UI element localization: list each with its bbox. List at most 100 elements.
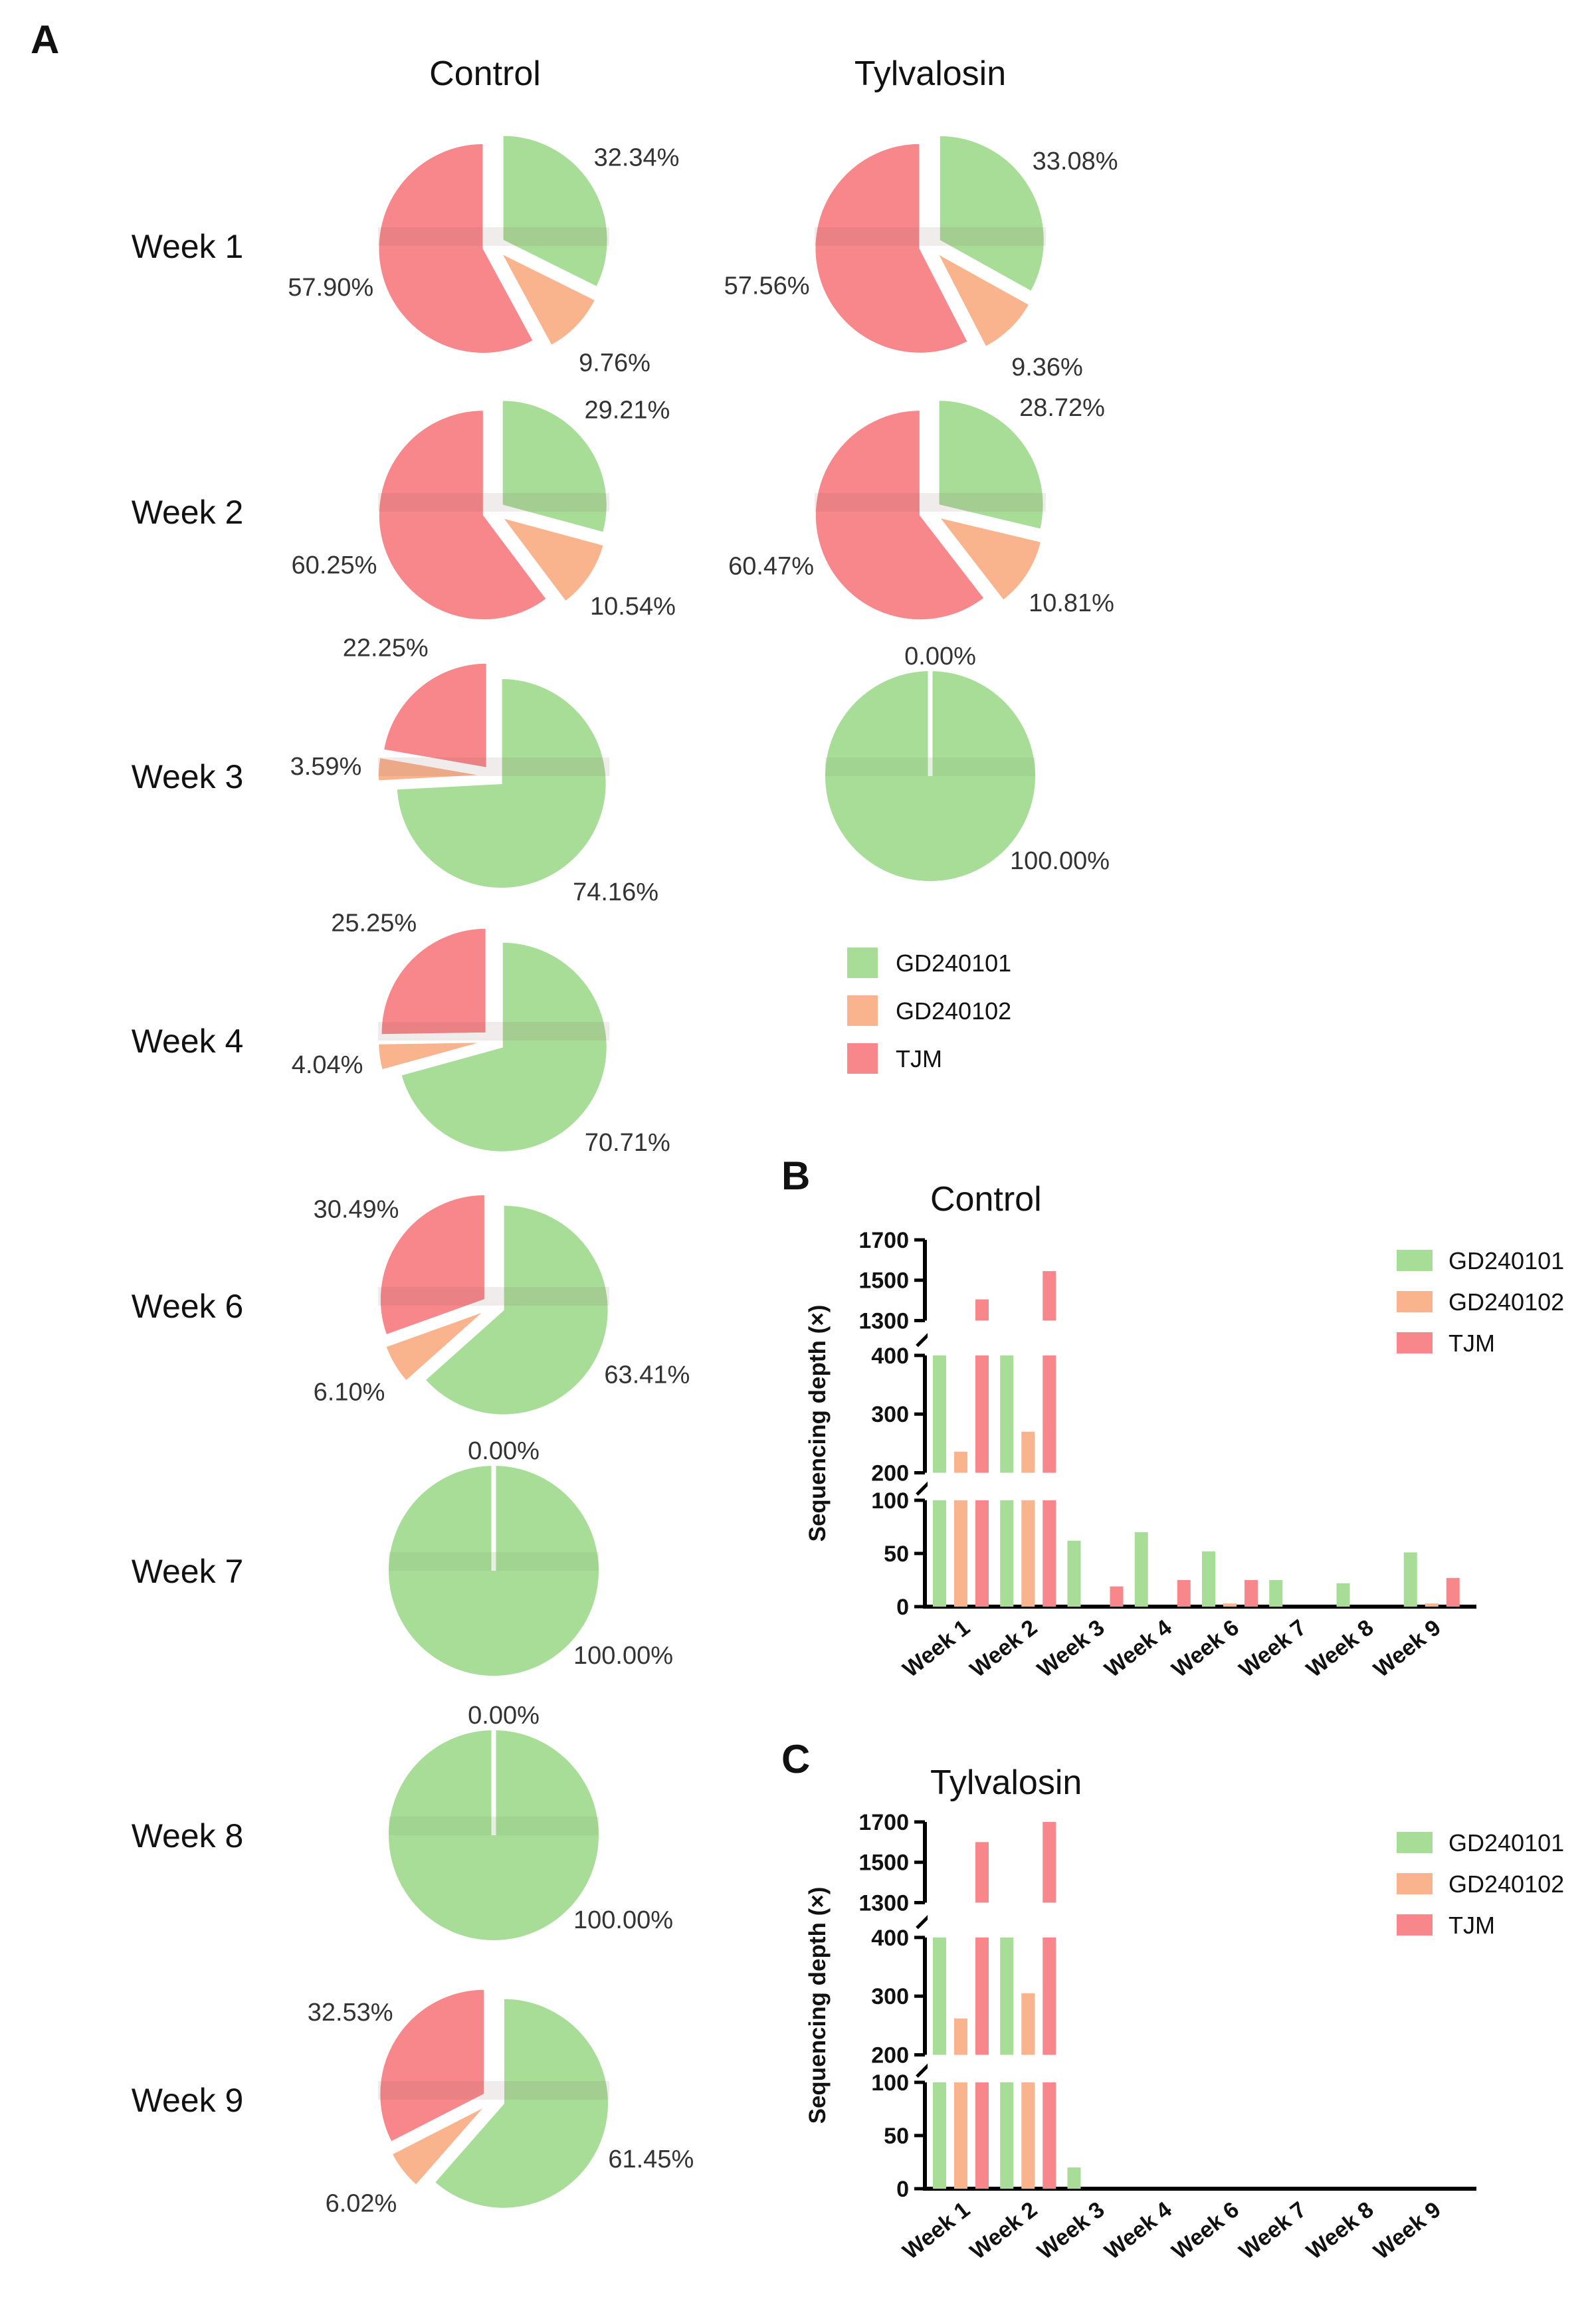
bar-legend-label: TJM (1448, 1912, 1495, 1939)
pie-slice-gd240102 (936, 252, 1031, 348)
pie-slice-gd240102 (391, 2105, 486, 2187)
pie-legend-label: TJM (896, 1045, 942, 1072)
bar-gd240102 (1021, 1993, 1035, 2055)
y-tick-label: 400 (871, 1926, 909, 1951)
x-tick-label: Week 7 (1235, 2197, 1311, 2264)
pie-chart: 63.41% 6.10% 30.49% (314, 1193, 690, 1416)
pie-shading-band (815, 493, 1046, 512)
pie-label-gd240101: 28.72% (1019, 394, 1105, 422)
pie-slice-gd240101 (424, 1204, 609, 1416)
pie-slice-tjm (379, 1193, 486, 1336)
pie-legend-swatch (847, 1043, 878, 1074)
pie-label-tjm: 60.25% (292, 551, 377, 579)
pie-chart: 100.00% 0.00% (825, 643, 1110, 881)
y-tick-label: 50 (884, 1542, 909, 1567)
pie-shading-band (378, 2081, 609, 2100)
bar-gd240102 (954, 2018, 967, 2055)
bar-gd240101 (1269, 1579, 1283, 1607)
pie-legend-label: GD240102 (896, 997, 1011, 1025)
pie-chart: 29.21% 10.54% 60.25% (292, 396, 676, 621)
bar-gd240101 (1336, 1583, 1350, 1607)
x-tick-label: Week 2 (965, 1615, 1042, 1682)
pie-label-gd240101: 100.00% (573, 1642, 673, 1670)
x-tick-label: Week 7 (1235, 1615, 1311, 1682)
bar-gd240102 (954, 1451, 967, 1473)
pie-label-gd240101: 63.41% (604, 1361, 690, 1389)
bar-gd240102 (1223, 1603, 1237, 1607)
pie-row-label: Week 3 (132, 758, 244, 795)
panel-label-c: C (781, 1737, 810, 1781)
pie-label-gd240102: 10.54% (590, 593, 676, 621)
pie-label-gd240101: 61.45% (608, 2146, 694, 2173)
bar-legend-label: GD240102 (1448, 1288, 1564, 1316)
x-tick-label: Week 3 (1033, 1615, 1109, 1682)
bar-tjm (1245, 1579, 1258, 1607)
pie-label-gd240101: 74.16% (573, 878, 658, 906)
bar-gd240101 (1134, 1532, 1148, 1607)
x-tick-label: Week 6 (1167, 2197, 1244, 2264)
y-tick-label: 1700 (858, 1810, 909, 1835)
bar-gd240102 (1021, 2082, 1035, 2189)
bar-tjm (1110, 1586, 1124, 1607)
pie-label-zero: 0.00% (904, 643, 976, 670)
bar-tjm (975, 1937, 989, 2055)
y-tick-label: 1300 (858, 1308, 909, 1334)
pie-label-tjm: 60.47% (728, 553, 814, 581)
pie-shading-band (389, 1817, 599, 1835)
bar-legend-label: GD240101 (1448, 1829, 1564, 1856)
pie-slice-gd240102 (937, 516, 1043, 602)
pie-row-label: Week 1 (132, 228, 244, 265)
pie-label-tjm: 57.90% (288, 274, 373, 302)
pie-row-label: Week 7 (132, 1553, 244, 1590)
bar-gd240102 (954, 2082, 967, 2189)
x-tick-label: Week 9 (1369, 2197, 1445, 2264)
bar-tjm (975, 2082, 989, 2189)
bar-gd240102 (1021, 1431, 1035, 1473)
pie-slice-gd240102 (377, 1041, 484, 1071)
pie-slice-tjm (814, 142, 969, 354)
bar-legend-swatch (1397, 1332, 1433, 1353)
bar-tjm (975, 1842, 989, 1903)
y-tick-label: 0 (896, 2177, 909, 2202)
bar-gd240101 (933, 1937, 946, 2055)
panel-label-a: A (31, 17, 59, 62)
bar-gd240102 (1425, 1603, 1439, 1607)
bar-legend-swatch (1397, 1914, 1433, 1936)
pie-row-label: Week 8 (132, 1817, 244, 1854)
bar-gd240101 (933, 1355, 946, 1473)
pie-slice-tjm (379, 1988, 486, 2143)
x-tick-label: Week 2 (965, 2197, 1042, 2264)
pie-label-gd240101: 29.21% (584, 396, 670, 424)
pie-slice-gd240101 (938, 399, 1045, 530)
y-tick-label: 300 (871, 1984, 909, 2009)
pie-label-gd240102: 10.81% (1029, 589, 1114, 617)
bar-gd240101 (1000, 1355, 1014, 1473)
y-tick-label: 200 (871, 2043, 909, 2068)
y-tick-label: 1500 (858, 1268, 909, 1294)
pie-row-label: Week 6 (132, 1288, 244, 1325)
bar-legend-swatch (1397, 1291, 1433, 1312)
y-tick-label: 100 (871, 1488, 909, 1514)
pie-slice-gd240101 (501, 399, 608, 534)
bar-tjm (1177, 1579, 1191, 1607)
bar-legend-label: GD240102 (1448, 1870, 1564, 1898)
pie-label-tjm: 22.25% (343, 634, 429, 662)
pie-shading-band (378, 757, 609, 776)
bar-tjm (1043, 1355, 1056, 1473)
y-tick-label: 1300 (858, 1890, 909, 1916)
pie-label-tjm: 25.25% (331, 910, 417, 938)
pie-slice-gd240101 (400, 941, 608, 1153)
pie-chart: 61.45% 6.02% 32.53% (308, 1988, 694, 2218)
pie-slice-gd240102 (500, 251, 597, 347)
bar-gd240101 (933, 1500, 946, 1607)
pie-label-gd240101: 33.08% (1033, 148, 1118, 175)
pie-label-tjm: 57.56% (724, 272, 810, 300)
pie-row-labels: Week 1 Week 2 Week 3 Week 4 Week 6 Week 7 Week… (132, 228, 244, 2119)
pie-label-gd240101: 32.34% (594, 144, 680, 172)
panel-label-b: B (781, 1153, 810, 1198)
x-tick-label: Week 8 (1302, 1615, 1378, 1682)
bar-gd240101 (1067, 2167, 1081, 2189)
pie-slice-tjm (377, 142, 535, 354)
